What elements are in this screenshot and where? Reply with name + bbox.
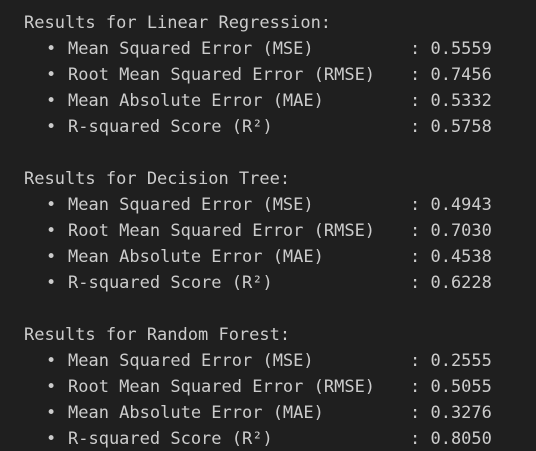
metric-value: : 0.8050 [410, 429, 492, 449]
metric-label: Mean Absolute Error (MAE) [68, 91, 324, 111]
bullet-icon: • [46, 377, 57, 397]
results-section-decision-tree: Results for Decision Tree: • Mean Square… [0, 166, 536, 296]
metric-value: : 0.4943 [410, 195, 492, 215]
metric-row: • Mean Squared Error (MSE) : 0.5559 [0, 36, 536, 62]
metric-value: : 0.5332 [410, 91, 492, 111]
metric-row: • Mean Absolute Error (MAE) : 0.5332 [0, 88, 536, 114]
metric-value: : 0.5055 [410, 377, 492, 397]
metric-label: Mean Squared Error (MSE) [68, 351, 314, 371]
bullet-icon: • [46, 195, 57, 215]
metric-value: : 0.7030 [410, 221, 492, 241]
metric-value: : 0.3276 [410, 403, 492, 423]
bullet-icon: • [46, 221, 57, 241]
metric-label: Root Mean Squared Error (RMSE) [68, 377, 376, 397]
metric-label: Root Mean Squared Error (RMSE) [68, 65, 376, 85]
metric-label: R-squared Score (R²) [68, 273, 273, 293]
metric-row: • Mean Absolute Error (MAE) : 0.4538 [0, 244, 536, 270]
metric-row: • R-squared Score (R²) : 0.5758 [0, 114, 536, 140]
metric-row: • Mean Squared Error (MSE) : 0.4943 [0, 192, 536, 218]
bullet-icon: • [46, 91, 57, 111]
metric-row: • Mean Squared Error (MSE) : 0.2555 [0, 348, 536, 374]
bullet-icon: • [46, 39, 57, 59]
metric-value: : 0.7456 [410, 65, 492, 85]
metric-value: : 0.6228 [410, 273, 492, 293]
bullet-icon: • [46, 65, 57, 85]
section-heading: Results for Decision Tree: [24, 169, 291, 189]
metric-row: • Root Mean Squared Error (RMSE) : 0.505… [0, 374, 536, 400]
bullet-icon: • [46, 247, 57, 267]
metric-value: : 0.2555 [410, 351, 492, 371]
metric-label: R-squared Score (R²) [68, 117, 273, 137]
metric-row: • Mean Absolute Error (MAE) : 0.3276 [0, 400, 536, 426]
metric-label: Mean Absolute Error (MAE) [68, 403, 324, 423]
section-heading: Results for Linear Regression: [24, 13, 332, 33]
metric-value: : 0.4538 [410, 247, 492, 267]
metric-label: R-squared Score (R²) [68, 429, 273, 449]
section-heading: Results for Random Forest: [24, 325, 291, 345]
metric-row: • Root Mean Squared Error (RMSE) : 0.703… [0, 218, 536, 244]
metric-row: • R-squared Score (R²) : 0.8050 [0, 426, 536, 451]
metric-label: Root Mean Squared Error (RMSE) [68, 221, 376, 241]
bullet-icon: • [46, 117, 57, 137]
metric-value: : 0.5559 [410, 39, 492, 59]
bullet-icon: • [46, 429, 57, 449]
bullet-icon: • [46, 403, 57, 423]
metric-row: • Root Mean Squared Error (RMSE) : 0.745… [0, 62, 536, 88]
metric-label: Mean Absolute Error (MAE) [68, 247, 324, 267]
results-section-random-forest: Results for Random Forest: • Mean Square… [0, 322, 536, 451]
metric-row: • R-squared Score (R²) : 0.6228 [0, 270, 536, 296]
metric-label: Mean Squared Error (MSE) [68, 195, 314, 215]
results-section-linear-regression: Results for Linear Regression: • Mean Sq… [0, 10, 536, 140]
metric-value: : 0.5758 [410, 117, 492, 137]
metric-label: Mean Squared Error (MSE) [68, 39, 314, 59]
bullet-icon: • [46, 351, 57, 371]
bullet-icon: • [46, 273, 57, 293]
